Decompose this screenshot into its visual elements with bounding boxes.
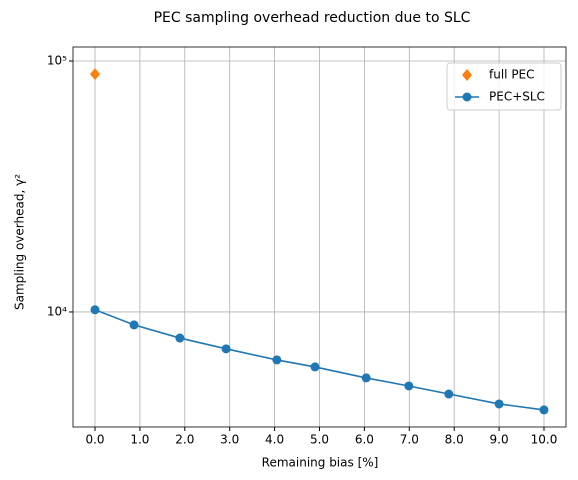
marker: [90, 68, 101, 81]
x-tick-label: 4.0: [265, 433, 284, 447]
marker: [444, 389, 454, 399]
marker: [361, 373, 371, 383]
marker: [404, 381, 414, 391]
plot-frame: [72, 46, 567, 428]
x-tick-label: 5.0: [310, 433, 329, 447]
marker: [129, 320, 139, 330]
x-tick-label: 2.0: [175, 433, 194, 447]
x-axis-label: Remaining bias [%]: [262, 456, 379, 470]
marker: [310, 362, 320, 372]
marker: [175, 333, 185, 343]
x-tick-label: 10.0: [531, 433, 558, 447]
x-tick-label: 3.0: [220, 433, 239, 447]
y-tick-label: 10⁴: [47, 304, 67, 318]
legend-marker: [462, 69, 472, 81]
x-tick-label: 0.0: [85, 433, 104, 447]
y-axis-label: Sampling overhead, γ²: [13, 174, 27, 310]
x-tick-label: 6.0: [355, 433, 374, 447]
marker: [272, 355, 282, 365]
x-tick-label: 7.0: [400, 433, 419, 447]
marker: [539, 405, 549, 415]
legend-label: full PEC: [489, 68, 535, 82]
legend-box: [446, 62, 562, 111]
legend-marker: [462, 92, 472, 102]
marker: [90, 305, 100, 315]
x-tick-label: 8.0: [445, 433, 464, 447]
x-tick-label: 1.0: [130, 433, 149, 447]
chart-title: PEC sampling overhead reduction due to S…: [154, 10, 471, 26]
y-tick-label: 10⁵: [47, 53, 67, 67]
legend-label: PEC+SLC: [489, 90, 545, 104]
marker: [494, 399, 504, 409]
marker: [221, 344, 231, 354]
x-tick-label: 9.0: [490, 433, 509, 447]
